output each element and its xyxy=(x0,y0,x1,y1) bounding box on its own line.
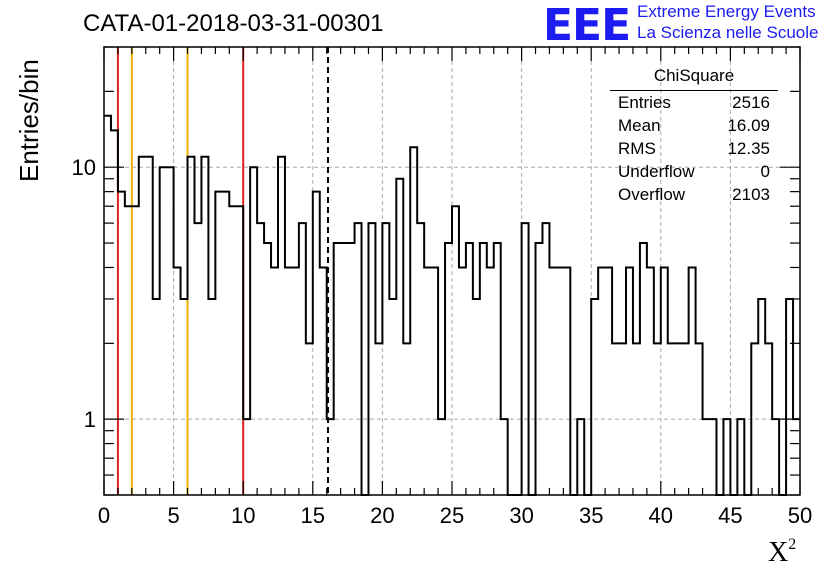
x-tick-label: 10 xyxy=(231,503,255,528)
stats-label: RMS xyxy=(618,139,656,158)
stats-row-entries: Entries 2516 xyxy=(610,91,778,114)
x-axis-label: X2 xyxy=(768,536,797,568)
x-tick-label: 25 xyxy=(440,503,464,528)
x-tick-label: 30 xyxy=(509,503,533,528)
x-tick-label: 5 xyxy=(167,503,179,528)
stats-label: Overflow xyxy=(618,185,686,204)
stats-label: Mean xyxy=(618,116,661,135)
stats-box: ChiSquare Entries 2516 Mean 16.09 RMS 12… xyxy=(610,66,778,206)
stats-value: 2516 xyxy=(732,93,770,112)
stats-label: Underflow xyxy=(618,162,695,181)
stats-row-underflow: Underflow 0 xyxy=(610,160,778,183)
axis-ticks xyxy=(103,46,801,496)
logo-line-2: La Scienza nelle Scuole xyxy=(637,23,819,42)
stats-row-mean: Mean 16.09 xyxy=(610,114,778,137)
x-tick-label: 35 xyxy=(579,503,603,528)
stats-value: 16.09 xyxy=(727,116,770,135)
x-tick-label: 15 xyxy=(301,503,325,528)
histogram-line xyxy=(104,114,800,496)
stats-value: 2103 xyxy=(732,185,770,204)
x-tick-label: 0 xyxy=(98,503,110,528)
stats-value: 12.35 xyxy=(727,139,770,158)
stats-row-rms: RMS 12.35 xyxy=(610,137,778,160)
y-axis-label: Entries/bin xyxy=(14,59,44,182)
x-tick-label: 40 xyxy=(649,503,673,528)
x-tick-label: 20 xyxy=(370,503,394,528)
x-tick-label: 45 xyxy=(718,503,742,528)
chart-title: CATA-01-2018-03-31-00301 xyxy=(83,10,384,37)
axis-tick-labels: 0 5 10 15 20 25 30 35 40 45 50 1 10 xyxy=(72,155,813,528)
y-tick-label: 1 xyxy=(84,407,96,432)
logo-line-1: Extreme Energy Events xyxy=(637,2,816,21)
stats-value: 0 xyxy=(760,162,770,181)
eee-logo: EEE xyxy=(543,0,631,51)
marker-lines xyxy=(116,47,329,495)
stats-row-overflow: Overflow 2103 xyxy=(610,183,778,206)
stats-title: ChiSquare xyxy=(610,66,778,91)
stats-label: Entries xyxy=(618,93,671,112)
y-tick-label: 10 xyxy=(72,155,96,180)
x-tick-label: 50 xyxy=(788,503,812,528)
